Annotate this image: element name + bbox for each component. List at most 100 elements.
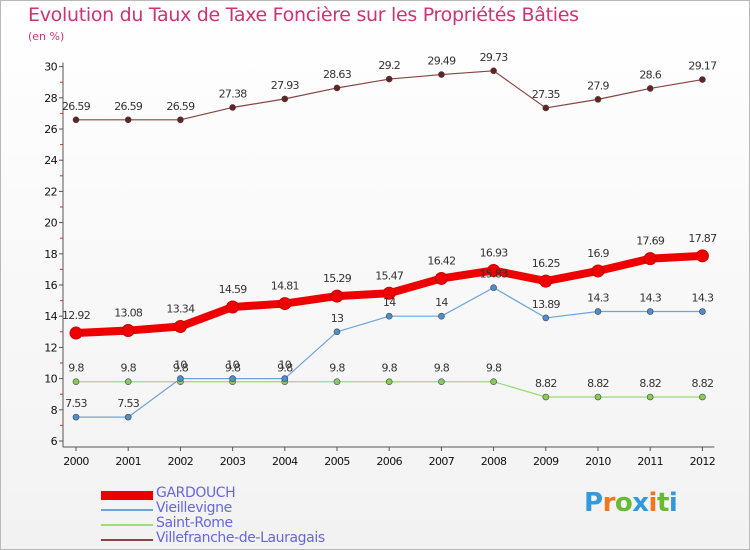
data-point <box>382 286 396 300</box>
data-point <box>699 393 706 401</box>
data-label: 13.89 <box>532 298 561 311</box>
data-label: 13 <box>331 312 344 325</box>
data-point <box>330 289 344 303</box>
data-label: 9.8 <box>173 362 189 375</box>
y-tick-label: 24 <box>44 154 57 167</box>
data-label: 27.35 <box>532 88 561 101</box>
data-point <box>542 314 550 322</box>
data-point <box>594 393 602 401</box>
data-label: 26.59 <box>114 100 143 113</box>
data-point <box>121 324 135 338</box>
chart-title: Evolution du Taux de Taxe Foncière sur l… <box>28 4 579 26</box>
data-point <box>490 378 497 386</box>
data-label: 16.93 <box>480 246 509 259</box>
data-point <box>229 375 236 382</box>
data-point <box>490 284 497 291</box>
data-point <box>333 378 341 386</box>
y-tick-label: 10 <box>44 373 57 386</box>
data-label: 15.47 <box>375 269 404 282</box>
data-label: 13.08 <box>114 307 143 320</box>
legend-swatch-villefranche <box>101 539 153 541</box>
data-point <box>333 328 341 336</box>
x-tick-label: 2000 <box>63 455 89 468</box>
legend-label-gardouch: GARDOUCH <box>156 485 236 501</box>
data-point <box>490 67 497 75</box>
logo-letter: t <box>656 488 669 518</box>
data-label: 8.82 <box>692 377 714 390</box>
legend-label-vieillevigne: Vieillevigne <box>156 500 232 516</box>
y-tick-label: 12 <box>44 341 57 354</box>
data-label: 14.3 <box>587 292 609 305</box>
y-tick-label: 26 <box>44 123 57 136</box>
data-label: 14.81 <box>271 280 299 293</box>
data-label: 9.8 <box>68 362 84 375</box>
data-point <box>177 116 184 124</box>
data-label: 17.69 <box>636 235 665 248</box>
data-label: 27.9 <box>587 79 609 92</box>
data-label: 8.82 <box>535 377 557 390</box>
x-tick-label: 2006 <box>376 455 402 468</box>
legend-label-saint-rome: Saint-Rome <box>156 515 233 531</box>
data-label: 9.8 <box>486 362 502 375</box>
unit-label: (en %) <box>28 30 65 43</box>
data-label: 7.53 <box>117 397 139 410</box>
data-label: 29.73 <box>480 51 509 64</box>
logo-letter: x <box>632 488 649 518</box>
data-label: 14.3 <box>692 292 714 305</box>
data-point <box>646 393 654 401</box>
y-tick-label: 16 <box>44 279 57 292</box>
data-point <box>69 326 83 340</box>
x-tick-label: 2008 <box>481 455 507 468</box>
data-label: 29.49 <box>427 55 456 68</box>
logo-letter: o <box>614 488 633 518</box>
x-tick-label: 2011 <box>637 455 663 468</box>
data-label: 7.53 <box>65 397 87 410</box>
data-label: 9.8 <box>277 362 293 375</box>
data-label: 29.17 <box>688 60 717 73</box>
data-point <box>434 271 448 285</box>
y-tick-label: 8 <box>51 404 58 417</box>
data-label: 27.38 <box>219 87 248 100</box>
data-label: 17.87 <box>688 232 717 245</box>
proxiti-logo: Proxiti <box>584 488 678 518</box>
data-point <box>542 393 550 401</box>
data-label: 9.8 <box>329 362 345 375</box>
x-tick-label: 2002 <box>168 455 194 468</box>
x-tick-label: 2004 <box>272 455 298 468</box>
x-tick-label: 2007 <box>429 455 455 468</box>
logo-letter: i <box>648 488 658 518</box>
data-point <box>643 252 657 266</box>
y-tick-label: 18 <box>44 248 57 261</box>
y-tick-label: 30 <box>44 61 57 74</box>
data-point <box>72 413 80 421</box>
data-point <box>173 319 187 333</box>
data-label: 9.8 <box>120 362 136 375</box>
data-point <box>542 104 550 112</box>
data-point <box>124 378 132 386</box>
y-tick-label: 22 <box>44 185 57 198</box>
data-label: 10 <box>226 359 239 372</box>
data-point <box>124 116 132 124</box>
data-label: 13.34 <box>166 302 195 315</box>
data-point <box>699 308 706 315</box>
data-point <box>594 308 602 315</box>
legend-swatch-saint-rome <box>101 524 153 526</box>
x-tick-label: 2005 <box>324 455 350 468</box>
data-label: 9.8 <box>225 362 241 375</box>
data-point <box>594 96 602 103</box>
data-point <box>385 75 393 83</box>
x-tick-label: 2010 <box>585 455 611 468</box>
legend-label-villefranche: Villefranche-de-Lauragais <box>156 530 325 546</box>
data-point <box>226 300 240 314</box>
y-tick-label: 20 <box>44 217 57 230</box>
data-point <box>124 413 132 421</box>
data-label: 14.59 <box>219 283 248 296</box>
data-label: 29.2 <box>378 59 400 72</box>
data-point <box>229 104 236 111</box>
data-label: 15.29 <box>323 272 352 285</box>
data-point <box>695 249 709 263</box>
data-point <box>646 85 654 92</box>
data-point <box>699 76 706 83</box>
data-label: 12.92 <box>62 309 90 322</box>
